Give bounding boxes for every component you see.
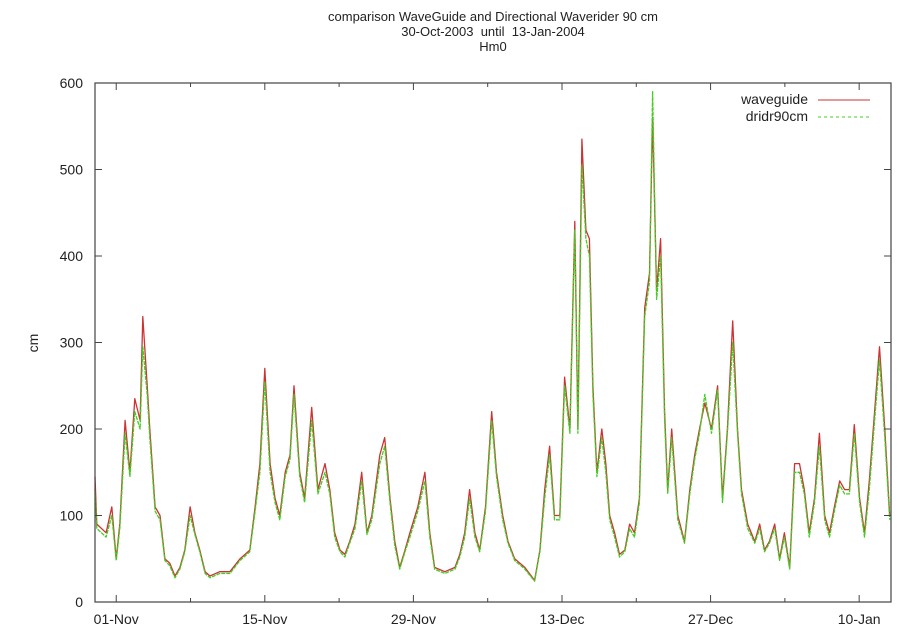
legend-label-dridr90cm: dridr90cm [746,108,808,124]
y-tick-label: 0 [75,594,83,610]
y-tick-label: 600 [60,75,84,91]
y-axis-label: cm [25,334,41,353]
y-tick-label: 200 [60,421,84,437]
series-group [94,91,891,582]
x-tick-label: 13-Dec [539,611,584,627]
legend-label-waveguide: waveguide [740,91,808,107]
chart-title-line-2: 30-Oct-2003 until 13-Jan-2004 [401,24,585,39]
chart-title-line-3: Hm0 [479,39,506,54]
y-tick-label: 100 [60,508,84,524]
series-line-waveguide [94,116,891,582]
x-tick-label: 01-Nov [94,611,139,627]
x-ticks: 01-Nov 15-Nov 29-Nov 13-Dec 27-Dec 10-Jan [94,83,881,627]
x-tick-label: 10-Jan [838,611,881,627]
chart-title: comparison WaveGuide and Directional Wav… [328,9,658,54]
plot-frame [94,82,892,603]
x-tick-label: 27-Dec [688,611,733,627]
y-tick-label: 500 [60,162,84,178]
legend: waveguide dridr90cm [740,91,870,124]
y-tick-label: 300 [60,335,84,351]
series-line-dridr90cm [94,91,891,582]
x-tick-label: 29-Nov [391,611,436,627]
y-tick-label: 400 [60,248,84,264]
x-tick-label: 15-Nov [242,611,287,627]
y-ticks: 0 100 200 300 400 500 600 [60,75,891,610]
chart-title-line-1: comparison WaveGuide and Directional Wav… [328,9,658,24]
axes [94,82,892,603]
